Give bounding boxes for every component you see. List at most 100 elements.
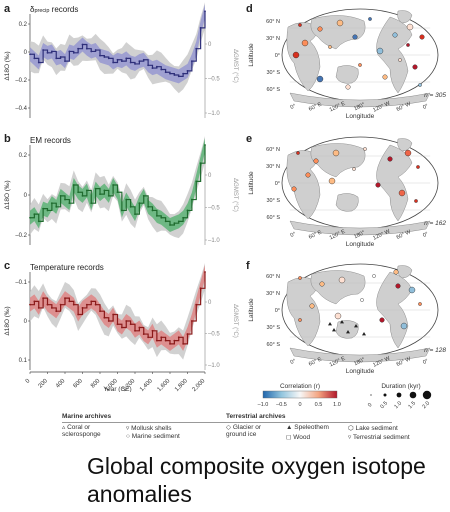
- x-tick-label: 200: [38, 378, 50, 390]
- duration-marker: [409, 391, 417, 399]
- latitude-tick-label: 30° N: [266, 291, 280, 297]
- duration-marker: [370, 394, 372, 396]
- series-point: [147, 64, 150, 67]
- series-point: [177, 220, 180, 223]
- series-point: [155, 339, 158, 342]
- duration-marker: [383, 393, 387, 397]
- series-point: [116, 323, 119, 326]
- series-point: [125, 57, 128, 60]
- site-marker: [319, 281, 325, 287]
- duration-marker: [422, 390, 432, 400]
- series-point: [116, 58, 119, 61]
- map-ylabel: Latitude: [248, 43, 255, 67]
- series-point: [120, 209, 123, 212]
- x-tick-label: 1,800: [174, 378, 189, 392]
- series-point: [116, 191, 119, 194]
- site-marker: [345, 84, 351, 90]
- continent-shape: [310, 143, 366, 178]
- latitude-tick-label: 0°: [275, 181, 280, 187]
- series-point: [173, 74, 176, 76]
- series-point: [169, 342, 171, 345]
- series-point: [164, 71, 167, 74]
- panel-f-letter: f: [246, 260, 250, 272]
- site-marker: [313, 158, 319, 164]
- right-tick-label: –1.0: [208, 363, 220, 369]
- longitude-tick-label: 0°: [290, 358, 297, 366]
- series-point: [186, 209, 189, 212]
- series-point: [199, 287, 202, 290]
- series-point: [151, 67, 154, 69]
- series-point: [29, 53, 31, 56]
- site-marker: [419, 34, 425, 40]
- speleothem-marker: [354, 324, 358, 328]
- series-point: [160, 216, 163, 219]
- site-marker: [298, 23, 302, 27]
- x-tick-label: 600: [73, 378, 85, 390]
- panel-a-title-delta: δ: [30, 5, 35, 14]
- series-point: [72, 303, 75, 306]
- colorbar-tick-label: 0: [298, 402, 301, 408]
- chart-panel-b: 0.2 0 –0.2 0 –0.5 –1.0 Δ18O (‰) ΔGMST (°C): [4, 135, 238, 245]
- longitude-tick-label: 0°: [422, 103, 429, 111]
- panel-c-letter: c: [4, 260, 11, 272]
- latitude-tick-label: 30° N: [266, 36, 280, 42]
- map-panel-d: 60° N30° N0°30° S60° S0° 60° E 120° E 180° 1…: [248, 8, 446, 120]
- site-marker: [393, 269, 399, 275]
- figure-caption: Global composite oxygen isotope anomalie…: [87, 453, 426, 507]
- series-point: [177, 75, 180, 78]
- site-count-label: n = 305: [424, 92, 446, 99]
- legend-glacier: ◇ Glacier or ground ice: [226, 424, 261, 438]
- speleothem-marker: [328, 322, 332, 326]
- series-point: [151, 329, 154, 332]
- continent-shape: [289, 92, 431, 108]
- series-point: [107, 57, 110, 60]
- panel-b-letter: b: [4, 133, 11, 145]
- site-marker: [372, 274, 376, 278]
- series-point: [81, 307, 84, 309]
- left-tick-label: –0.2: [15, 233, 27, 239]
- latitude-tick-label: 30° S: [266, 198, 280, 204]
- continent-shape: [335, 320, 359, 339]
- continent-shape: [397, 10, 413, 24]
- series-point: [46, 303, 49, 306]
- series-point: [142, 58, 145, 61]
- series-point: [195, 303, 198, 306]
- site-marker: [298, 318, 302, 322]
- site-marker: [305, 172, 311, 178]
- series-point: [204, 10, 206, 13]
- legend-wood: ◻ Wood: [286, 434, 311, 441]
- series-point: [29, 216, 31, 219]
- series-point: [77, 191, 80, 194]
- series-point: [103, 189, 106, 192]
- panel-a-letter: a: [4, 3, 11, 15]
- panel-d-letter: d: [246, 3, 253, 15]
- series-point: [112, 61, 115, 64]
- legend-terrestrial-sediment: ▿ Terrestrial sediment: [348, 434, 410, 441]
- x-axis-label: Year (CE): [103, 386, 131, 392]
- series-point: [129, 323, 132, 326]
- map-xlabel: Longitude: [346, 113, 375, 120]
- left-tick-label: –0.1: [15, 280, 27, 286]
- right-tick-label: –1.0: [208, 238, 220, 244]
- series-point: [55, 57, 58, 60]
- map-xlabel: Longitude: [346, 368, 375, 375]
- colorbar-tick-label: –1.0: [258, 402, 269, 408]
- series-point: [134, 329, 136, 332]
- panel-e-letter: e: [246, 133, 253, 145]
- series-point: [50, 307, 53, 309]
- series-point: [142, 195, 145, 197]
- site-marker: [352, 167, 356, 171]
- speleothem-marker: [340, 320, 344, 324]
- series-point: [160, 68, 163, 71]
- series-point: [55, 205, 58, 208]
- site-marker: [336, 19, 344, 27]
- continent-shape: [289, 347, 431, 363]
- longitude-tick-label: 180°: [353, 230, 366, 240]
- series-point: [155, 215, 158, 217]
- series-point: [138, 202, 141, 205]
- series-point: [173, 339, 176, 342]
- filled-triangle-icon: ▲: [286, 424, 293, 431]
- continent-shape: [335, 65, 359, 84]
- colorbar-tick-label: –0.5: [276, 402, 287, 408]
- series-point: [190, 60, 193, 63]
